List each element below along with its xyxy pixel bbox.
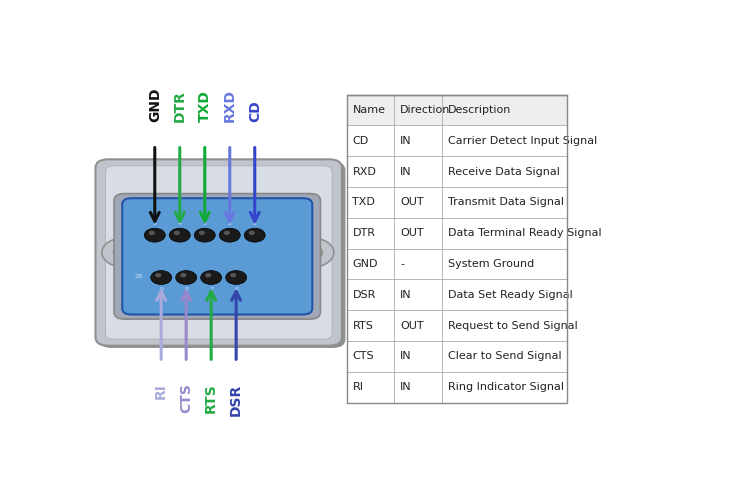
Text: CTS: CTS [179, 384, 194, 414]
Text: RTS: RTS [204, 384, 218, 413]
Text: RTS: RTS [352, 320, 374, 330]
Circle shape [231, 274, 236, 277]
Bar [346, 218, 567, 248]
Text: RXD: RXD [352, 166, 376, 176]
Text: 3: 3 [202, 220, 207, 226]
Circle shape [170, 228, 190, 242]
Text: GND: GND [352, 259, 378, 269]
Text: DSR: DSR [352, 290, 376, 300]
Text: 6: 6 [234, 287, 238, 292]
FancyBboxPatch shape [105, 166, 332, 339]
Text: System Ground: System Ground [448, 259, 534, 269]
Text: Ring Indicator Signal: Ring Indicator Signal [448, 382, 564, 392]
Circle shape [224, 232, 230, 234]
Text: IN: IN [400, 136, 412, 146]
Circle shape [176, 270, 196, 284]
Text: OUT: OUT [400, 198, 424, 207]
Circle shape [200, 232, 204, 234]
Text: -: - [400, 259, 404, 269]
Text: 2: 2 [228, 220, 232, 226]
Text: IN: IN [400, 352, 412, 362]
Text: DTR: DTR [172, 90, 187, 122]
Text: Direction: Direction [400, 105, 451, 115]
Circle shape [102, 238, 146, 267]
FancyBboxPatch shape [99, 162, 346, 348]
Text: IN: IN [400, 290, 412, 300]
Circle shape [219, 228, 240, 242]
Text: TXD: TXD [198, 90, 211, 122]
Circle shape [226, 270, 247, 284]
Text: RI: RI [352, 382, 364, 392]
Bar [346, 94, 567, 403]
Text: CTS: CTS [352, 352, 374, 362]
Text: Description: Description [448, 105, 511, 115]
Circle shape [151, 270, 172, 284]
Text: Request to Send Signal: Request to Send Signal [448, 320, 578, 330]
Circle shape [201, 270, 222, 284]
Circle shape [149, 232, 154, 234]
Bar [346, 248, 567, 280]
Circle shape [250, 232, 254, 234]
Bar [346, 372, 567, 402]
Text: OUT: OUT [400, 228, 424, 238]
Text: RI: RI [154, 384, 168, 400]
Bar [346, 341, 567, 372]
Text: 9: 9 [159, 287, 164, 292]
Text: 4: 4 [178, 220, 182, 226]
Text: Data Set Ready Signal: Data Set Ready Signal [448, 290, 572, 300]
Bar [346, 280, 567, 310]
Text: GND: GND [148, 87, 162, 122]
Text: 1: 1 [253, 220, 257, 226]
Bar [346, 187, 567, 218]
Bar [346, 310, 567, 341]
Text: DSR: DSR [230, 384, 243, 416]
Text: 8: 8 [184, 287, 188, 292]
FancyBboxPatch shape [114, 194, 320, 319]
Circle shape [301, 246, 322, 260]
Circle shape [181, 274, 185, 277]
Circle shape [156, 274, 160, 277]
Circle shape [113, 246, 134, 260]
Text: Carrier Detect Input Signal: Carrier Detect Input Signal [448, 136, 597, 146]
Text: 7: 7 [209, 287, 213, 292]
Circle shape [175, 232, 179, 234]
Circle shape [244, 228, 266, 242]
Circle shape [194, 228, 215, 242]
Text: CD: CD [352, 136, 369, 146]
Circle shape [144, 228, 165, 242]
Circle shape [206, 274, 211, 277]
Text: RXD: RXD [223, 88, 237, 122]
Circle shape [290, 238, 334, 267]
Text: IN: IN [400, 382, 412, 392]
Text: Transmit Data Signal: Transmit Data Signal [448, 198, 564, 207]
Text: Clear to Send Signal: Clear to Send Signal [448, 352, 561, 362]
Text: DTR: DTR [352, 228, 376, 238]
FancyBboxPatch shape [95, 160, 342, 346]
Text: Data Terminal Ready Signal: Data Terminal Ready Signal [448, 228, 602, 238]
Bar [346, 156, 567, 187]
Text: TXD: TXD [352, 198, 375, 207]
Text: 2B: 2B [134, 274, 142, 279]
Bar [346, 94, 567, 126]
Bar [346, 126, 567, 156]
Text: Name: Name [352, 105, 386, 115]
Text: Receive Data Signal: Receive Data Signal [448, 166, 560, 176]
Text: OUT: OUT [400, 320, 424, 330]
Text: 5: 5 [153, 220, 157, 226]
FancyBboxPatch shape [122, 198, 312, 314]
Text: CD: CD [248, 100, 262, 122]
Text: IN: IN [400, 166, 412, 176]
